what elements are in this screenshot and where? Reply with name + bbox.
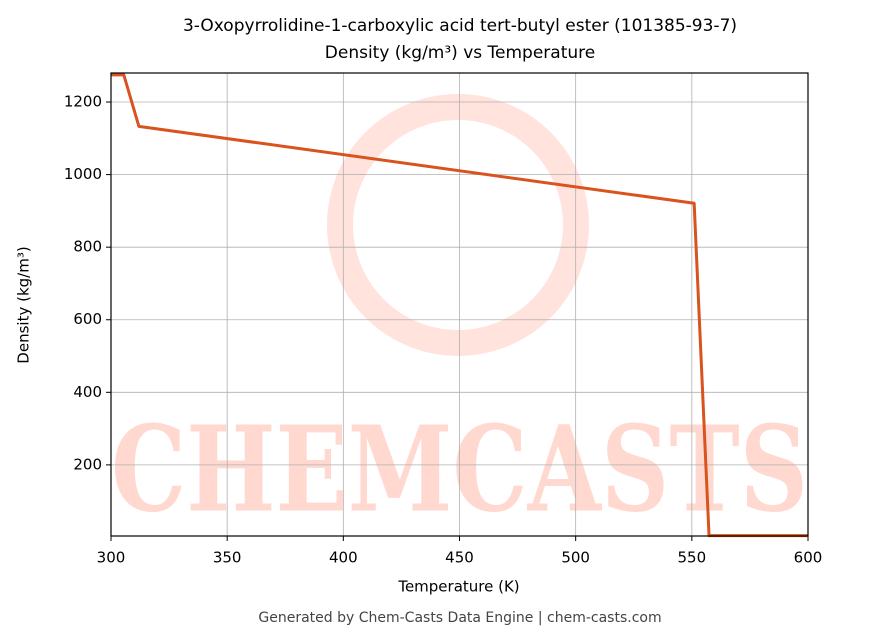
x-tick-label: 550	[678, 549, 707, 567]
x-axis-label: Temperature (K)	[397, 578, 519, 596]
y-axis-label: Density (kg/m³)	[15, 246, 33, 363]
x-tick-label: 450	[445, 549, 474, 567]
y-tick-label: 200	[73, 455, 102, 473]
x-tick-label: 300	[97, 549, 126, 567]
plot-frame	[110, 72, 809, 537]
watermark-logo	[327, 94, 589, 356]
chart-title: 3-Oxopyrrolidine-1-carboxylic acid tert-…	[183, 16, 737, 36]
x-tick-label: 500	[561, 549, 590, 567]
y-tick-label: 800	[73, 238, 102, 256]
chart-subtitle: Density (kg/m³) vs Temperature	[325, 43, 595, 63]
x-tick-label: 350	[213, 549, 242, 567]
y-tick-label: 600	[73, 310, 102, 328]
footer: Generated by Chem-Casts Data Engine | ch…	[258, 610, 661, 626]
x-tick-label: 600	[794, 549, 823, 567]
x-tick-label: 400	[329, 549, 358, 567]
y-tick-label: 400	[73, 383, 102, 401]
y-tick-label: 1200	[64, 93, 102, 111]
y-tick-label: 1000	[64, 165, 102, 183]
